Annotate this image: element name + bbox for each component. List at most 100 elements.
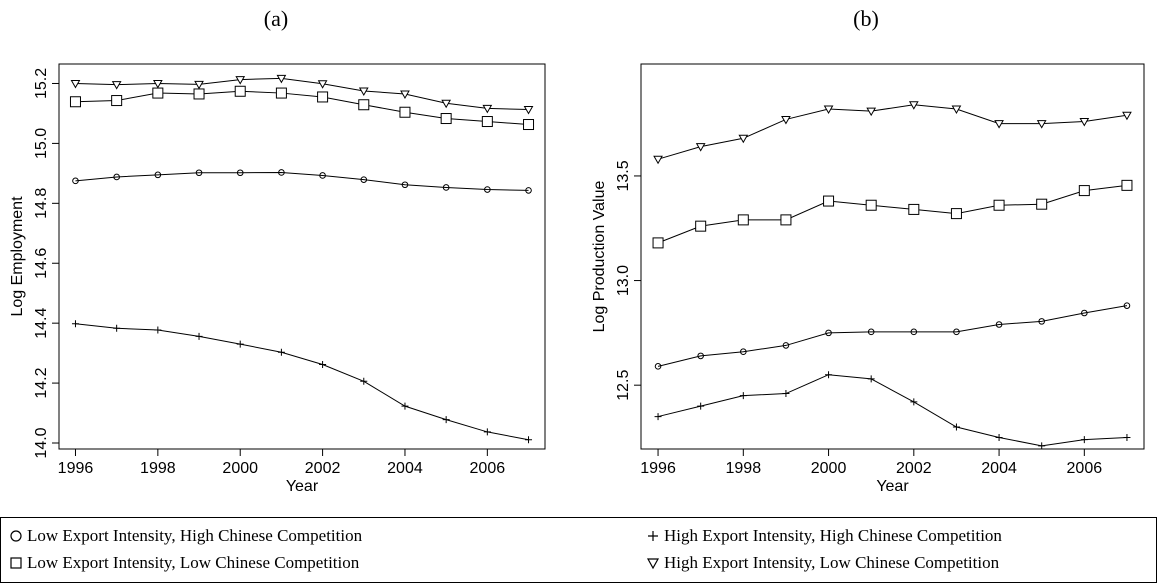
series-high_exp_high_comp — [654, 371, 1131, 450]
point-plus — [525, 436, 533, 444]
legend-item-high-export-high-competition: High Export Intensity, High Chinese Comp… — [646, 526, 1002, 546]
point-plus — [154, 326, 162, 334]
point-plus — [825, 371, 833, 379]
point-triangle — [111, 81, 122, 90]
point-square — [440, 113, 452, 125]
point-plus — [952, 423, 960, 431]
chart-panel-a: (a) 1996 1998 2000 2002 2004 2006 14.0 14.2 14.4 1… — [9, 6, 546, 495]
y-tick-label: 13.0 — [615, 265, 632, 296]
x-axis-title: Year — [286, 478, 319, 495]
point-square — [317, 91, 329, 103]
y-tick-label: 14.6 — [33, 248, 50, 279]
point-plus — [1080, 436, 1088, 444]
point-plus — [867, 375, 875, 383]
point-plus — [277, 348, 285, 356]
point-plus — [1123, 433, 1131, 441]
series-low_exp_high_comp — [72, 169, 532, 194]
point-square — [865, 199, 877, 211]
point-triangle — [152, 79, 163, 89]
plot-frame — [640, 63, 1145, 450]
plot-frame — [58, 63, 546, 450]
point-plus — [360, 377, 368, 385]
point-triangle — [194, 80, 204, 90]
y-tick-label: 14.4 — [33, 307, 50, 338]
y-axis-title: Log Employment — [9, 196, 26, 317]
legend-label: High Export Intensity, Low Chinese Compe… — [664, 553, 1000, 572]
series-line — [75, 171, 529, 191]
series-line — [657, 104, 1128, 160]
point-square — [993, 199, 1005, 211]
point-plus — [319, 361, 327, 369]
point-triangle — [523, 106, 534, 115]
x-tick-label: 2000 — [222, 460, 258, 477]
point-plus — [739, 392, 747, 400]
point-square — [69, 96, 81, 108]
point-circle — [360, 176, 368, 183]
point-triangle — [1079, 118, 1090, 127]
x-tick-label: 2006 — [1067, 460, 1103, 477]
series-low_exp_low_comp — [69, 85, 535, 131]
point-triangle — [781, 115, 791, 125]
point-triangle — [400, 90, 410, 99]
point-square — [399, 106, 411, 118]
point-circle — [195, 169, 203, 177]
point-triangle — [1036, 120, 1047, 129]
point-circle — [236, 169, 244, 177]
legend-label: Low Export Intensity, Low Chinese Compet… — [27, 553, 360, 572]
point-triangle — [235, 76, 246, 85]
point-plus — [401, 402, 409, 410]
point-circle — [654, 363, 662, 370]
panel-label: (a) — [264, 6, 288, 31]
point-plus — [1038, 442, 1046, 450]
point-plus — [195, 332, 203, 340]
point-square — [780, 214, 792, 226]
point-square — [737, 214, 749, 226]
point-square — [695, 220, 707, 232]
series-line — [657, 374, 1127, 447]
point-triangle — [482, 104, 493, 114]
point-circle — [319, 172, 326, 179]
point-circle — [867, 328, 875, 336]
y-tick-label: 14.8 — [33, 188, 50, 219]
chart-panel-b: (b) 1996 1998 2000 2002 2004 2006 12.5 13.0 13.5 Y… — [591, 6, 1145, 495]
y-tick-label: 13.5 — [615, 160, 632, 191]
point-circle — [278, 169, 285, 176]
point-triangle — [951, 105, 962, 114]
point-plus — [654, 413, 662, 421]
point-square — [950, 208, 962, 220]
series-low_exp_low_comp — [652, 179, 1133, 249]
point-square — [1078, 185, 1090, 197]
point-square — [652, 237, 664, 249]
point-square — [358, 99, 370, 111]
point-square — [275, 87, 287, 99]
point-circle — [953, 328, 960, 336]
point-plus — [995, 433, 1003, 441]
y-tick-label: 14.0 — [33, 427, 50, 458]
point-plus — [442, 416, 450, 424]
point-circle — [782, 342, 790, 349]
point-circle — [697, 352, 704, 360]
point-square — [152, 87, 164, 99]
point-circle — [910, 328, 918, 336]
y-tick-label: 15.2 — [33, 68, 50, 99]
y-tick-label: 15.0 — [33, 128, 50, 159]
series-line — [75, 77, 529, 111]
point-triangle — [1122, 111, 1132, 121]
point-triangle — [317, 80, 328, 89]
point-triangle — [994, 120, 1004, 129]
series-line — [75, 90, 529, 126]
point-circle — [1081, 309, 1088, 317]
point-triangle — [695, 143, 706, 152]
legend-label: Low Export Intensity, High Chinese Compe… — [27, 526, 363, 545]
x-tick-label: 1998 — [140, 460, 176, 477]
legend-item-high-export-low-competition: High Export Intensity, Low Chinese Compe… — [646, 553, 999, 573]
point-circle — [113, 173, 120, 181]
point-square — [908, 203, 920, 215]
point-plus — [910, 398, 918, 406]
point-circle — [401, 181, 409, 189]
point-circle — [1038, 318, 1045, 325]
series-high_exp_low_comp — [653, 101, 1132, 165]
point-circle — [740, 348, 747, 356]
point-square — [111, 95, 123, 107]
point-triangle — [738, 134, 749, 144]
